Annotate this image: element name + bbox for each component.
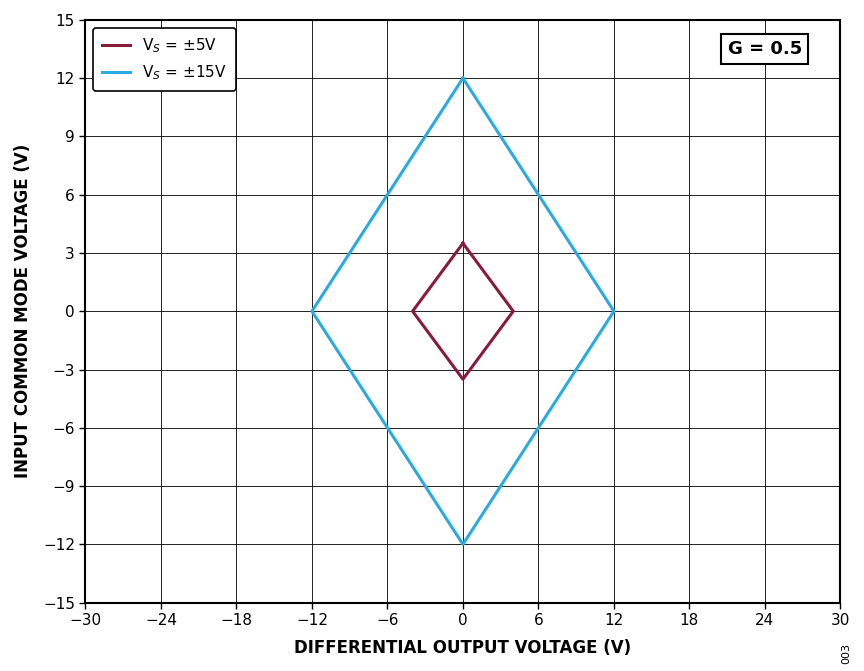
X-axis label: DIFFERENTIAL OUTPUT VOLTAGE (V): DIFFERENTIAL OUTPUT VOLTAGE (V) (295, 639, 632, 657)
Legend: V$_S$ = ±5V, V$_S$ = ±15V: V$_S$ = ±5V, V$_S$ = ±15V (93, 28, 236, 91)
Y-axis label: INPUT COMMON MODE VOLTAGE (V): INPUT COMMON MODE VOLTAGE (V) (14, 144, 32, 478)
Text: 003: 003 (841, 643, 851, 664)
Text: G = 0.5: G = 0.5 (727, 40, 802, 58)
